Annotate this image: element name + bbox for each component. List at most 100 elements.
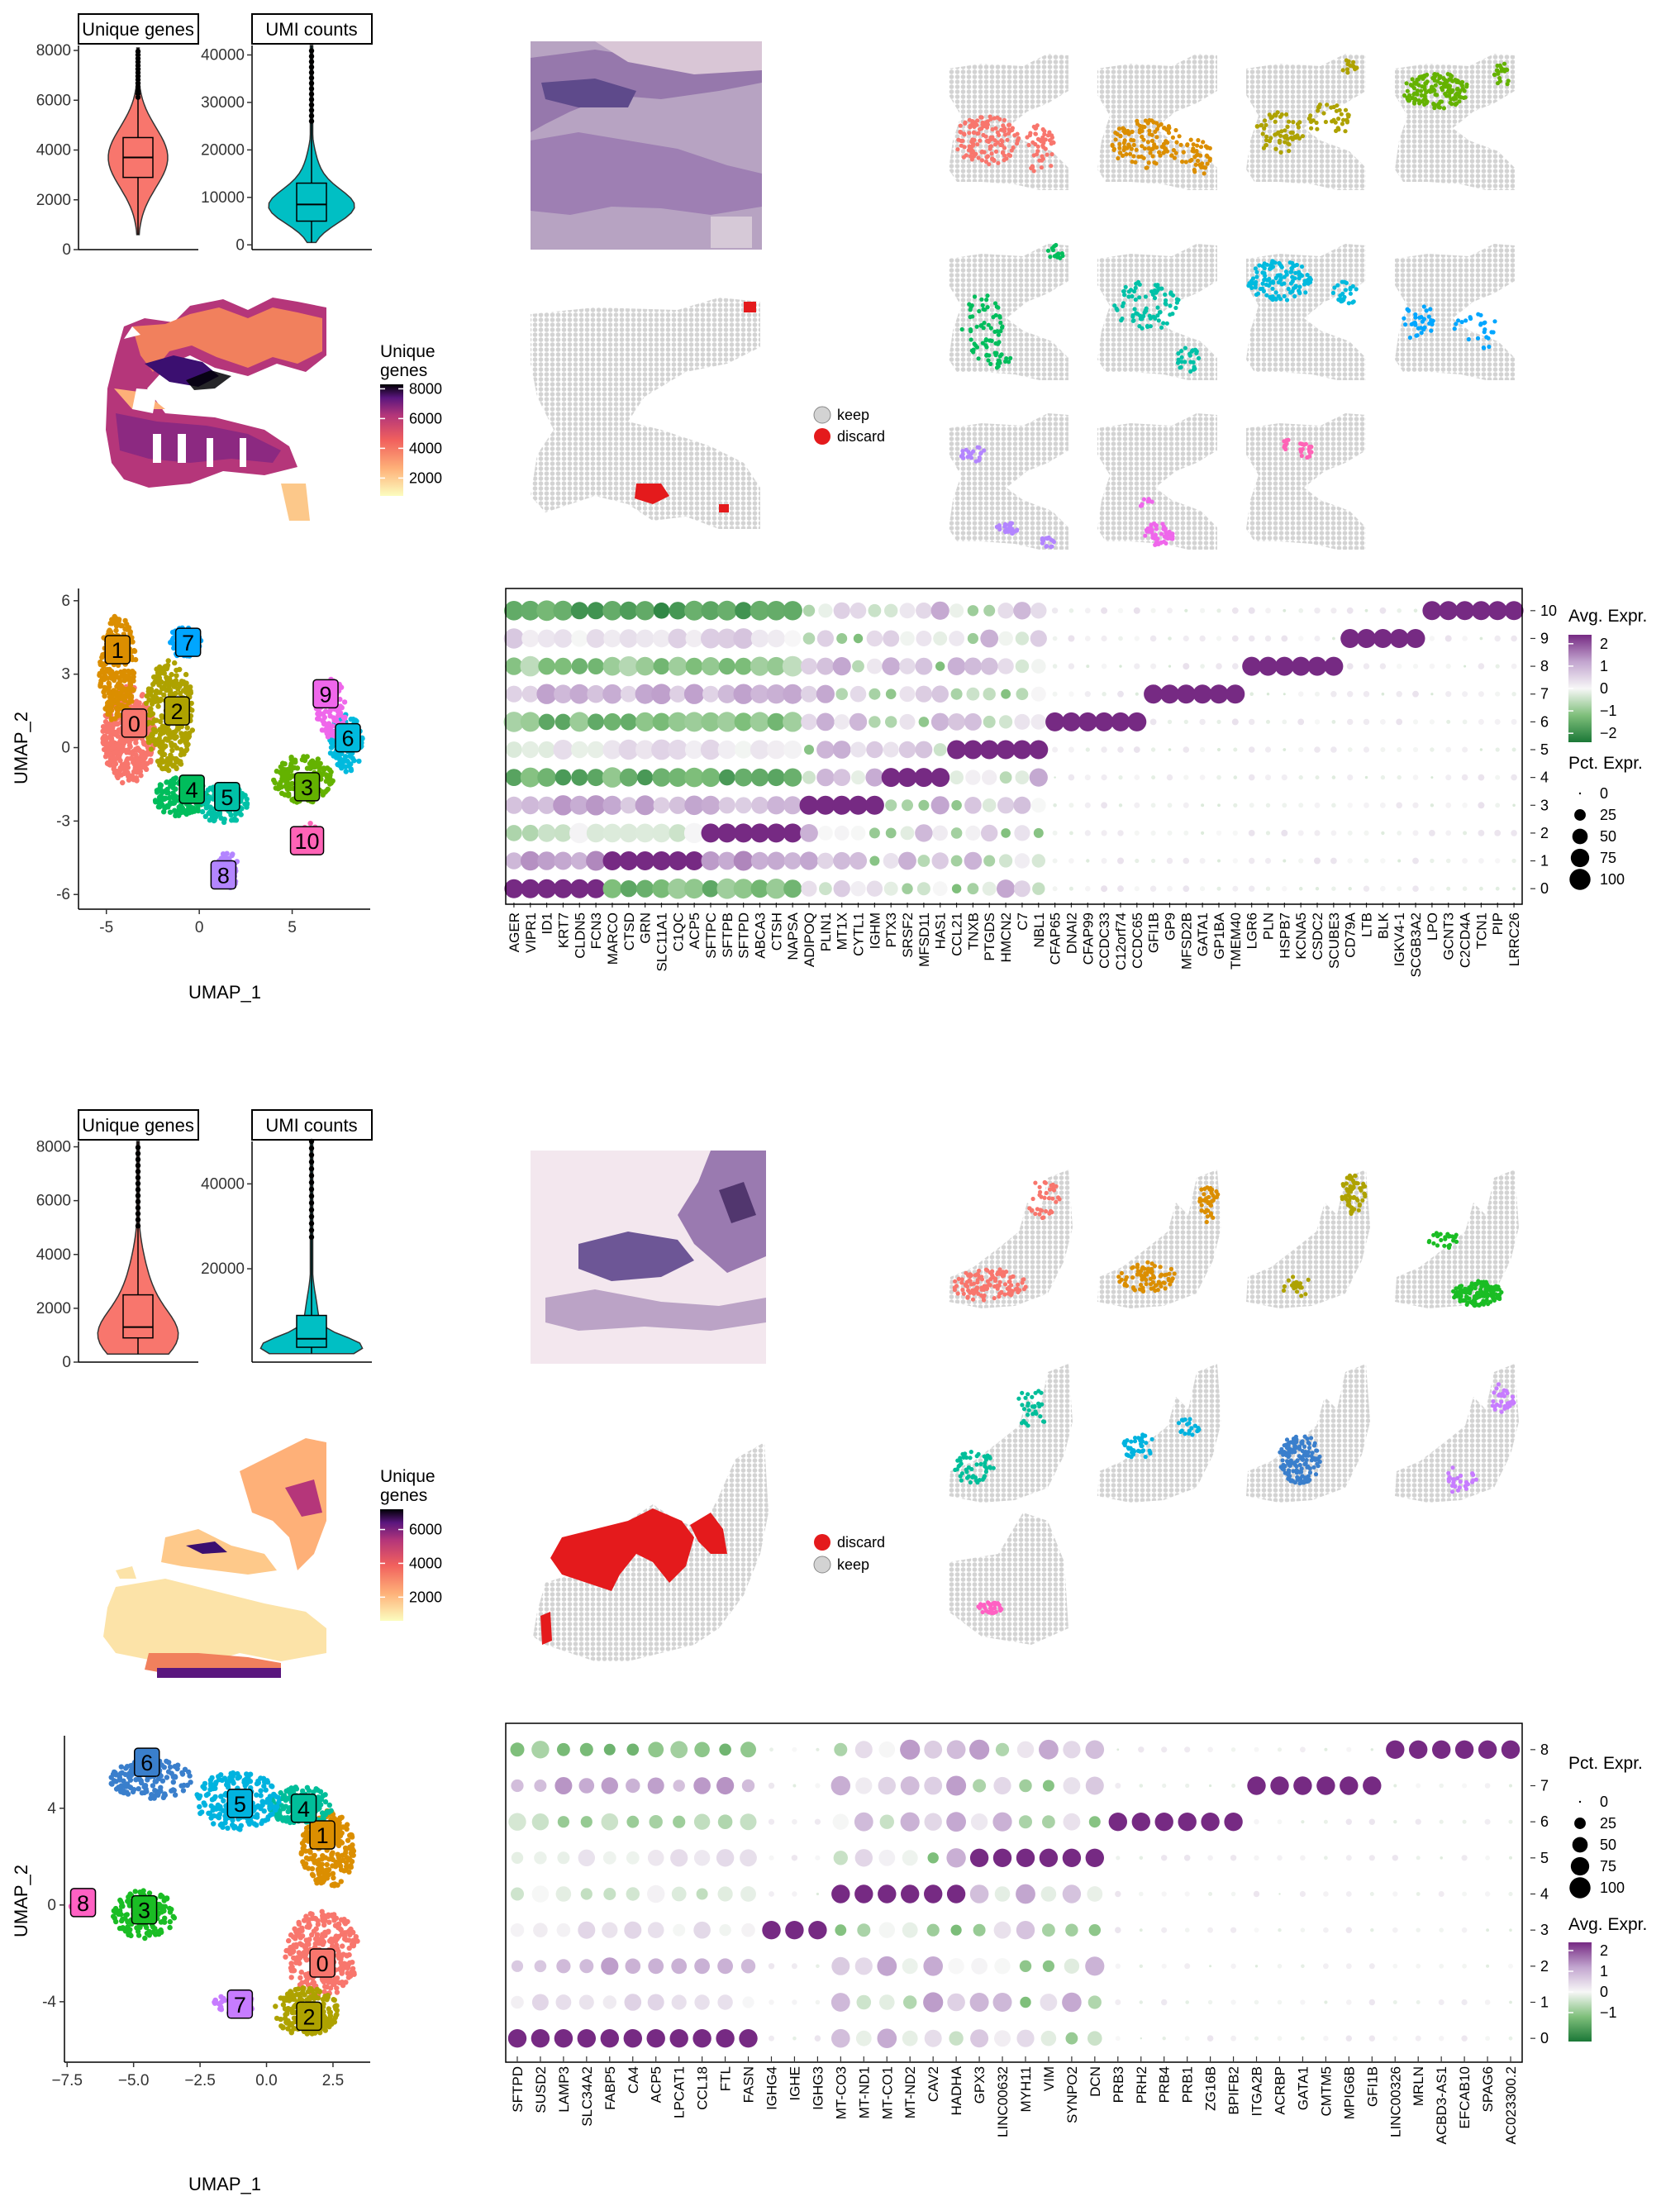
cluster-spot: [979, 115, 984, 120]
umap-point: [110, 744, 116, 750]
cluster-spot: [992, 138, 997, 143]
outlier-point: [135, 1193, 141, 1198]
expression-dot: [701, 795, 721, 815]
cluster-spot: [1289, 266, 1294, 271]
cluster-spot: [1026, 1401, 1030, 1406]
cluster-spot: [1458, 1479, 1463, 1484]
expression-dot: [1357, 629, 1376, 648]
expression-dot: [799, 795, 819, 815]
expression-dot: [734, 768, 753, 787]
cluster-spot: [1002, 132, 1007, 137]
cluster-spot: [963, 121, 968, 126]
umap-point: [115, 733, 121, 739]
cluster-spot: [1346, 1201, 1351, 1206]
cluster-spot: [1416, 326, 1421, 331]
cluster-label: 8: [217, 864, 230, 889]
cluster-label: 9: [320, 682, 332, 707]
expression-dot: [1150, 803, 1156, 808]
cluster-spot: [1277, 138, 1283, 143]
expression-dot: [784, 630, 802, 647]
expression-dot: [1282, 803, 1287, 808]
cluster-spot: [990, 126, 995, 132]
expression-dot: [1265, 803, 1271, 808]
expression-dot: [1232, 858, 1239, 864]
expression-dot: [716, 600, 737, 621]
expression-dot: [1347, 747, 1353, 752]
gene-label: C7: [1015, 912, 1030, 931]
expression-dot: [1363, 746, 1370, 753]
facet-strip: [78, 13, 199, 45]
cluster-spot: [1284, 298, 1290, 303]
cluster-spot: [1298, 1284, 1303, 1289]
cluster-spot: [1459, 79, 1465, 84]
umap-point: [279, 760, 286, 766]
expression-dot: [1150, 663, 1157, 669]
cluster-spot: [1292, 263, 1297, 268]
expression-dot: [1478, 663, 1485, 669]
expression-dot: [1033, 827, 1044, 838]
cluster-spot: [966, 1474, 971, 1479]
cluster-spot: [1137, 1449, 1143, 1454]
cluster-spot: [1436, 105, 1441, 110]
expression-dot: [1281, 635, 1288, 642]
umap-point: [323, 779, 330, 784]
cluster-spot: [1425, 79, 1430, 84]
cluster-spot: [1044, 544, 1049, 549]
cluster-spot: [1155, 1288, 1160, 1293]
cluster-spot: [1438, 81, 1443, 86]
expression-dot: [701, 823, 721, 843]
expression-dot: [1347, 830, 1353, 836]
cluster-spot: [1008, 521, 1013, 526]
cluster-spot: [1135, 279, 1141, 284]
cluster-spot: [1164, 321, 1169, 326]
cluster-spot: [1511, 1400, 1516, 1405]
cluster-spot: [1454, 322, 1459, 326]
cluster-spot: [1465, 1482, 1470, 1487]
cluster-spot: [973, 459, 978, 464]
gene-label: PIP: [1490, 912, 1506, 935]
cluster-spot: [1192, 364, 1197, 369]
cluster-spot: [968, 1279, 973, 1284]
cluster-spot: [1494, 68, 1499, 73]
gene-label: SFTPD: [736, 912, 752, 959]
expression-dot: [538, 713, 555, 731]
expression-dot: [918, 799, 930, 811]
cluster-spot: [1031, 153, 1036, 158]
cluster-spot: [1253, 285, 1258, 290]
cluster-spot: [960, 449, 965, 454]
cluster-spot: [984, 345, 989, 350]
gene-label: TMEM40: [1228, 912, 1244, 970]
expression-dot: [1266, 719, 1270, 724]
umap-point: [131, 751, 136, 757]
expression-dot: [683, 684, 705, 704]
expression-dot: [1264, 746, 1272, 753]
expression-dot: [1265, 831, 1271, 836]
expression-dot: [1444, 635, 1452, 642]
cluster-spot: [975, 142, 980, 147]
cluster-panel-1: [1097, 1170, 1221, 1308]
umap-point: [279, 770, 285, 776]
umap-point: [102, 706, 108, 712]
cluster-spot: [1314, 120, 1319, 126]
cluster-label: 10: [295, 829, 320, 854]
expression-dot: [1495, 691, 1501, 697]
umap-point: [160, 730, 166, 736]
umap-point: [148, 757, 154, 764]
umap-point: [321, 767, 327, 773]
expression-dot: [832, 795, 852, 815]
expression-dot: [930, 768, 950, 788]
cluster-spot: [1421, 317, 1426, 322]
cluster-spot: [1152, 296, 1158, 301]
cluster-spot: [1415, 88, 1420, 93]
expression-dot: [1248, 607, 1255, 614]
expression-dot: [520, 712, 540, 732]
cluster-spot: [1459, 83, 1465, 88]
cluster-spot: [1126, 142, 1131, 147]
cluster-spot: [1154, 290, 1159, 295]
cluster-spot: [1049, 133, 1054, 138]
expression-dot: [802, 632, 816, 645]
umap-point: [155, 736, 161, 743]
cluster-spot: [1306, 1277, 1311, 1282]
cluster-spot: [1446, 1479, 1451, 1484]
